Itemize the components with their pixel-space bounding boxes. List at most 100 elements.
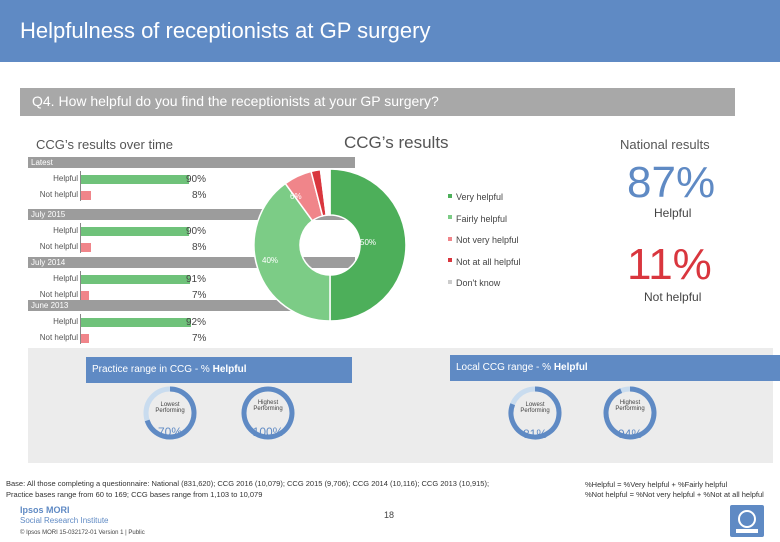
donut-slice-don-t-know xyxy=(319,168,331,217)
bar-axis xyxy=(80,223,81,253)
practice-range-bold: Helpful xyxy=(212,364,247,375)
period-band: July 2015 xyxy=(28,209,355,220)
not-helpful-bar xyxy=(81,291,90,300)
not-helpful-value-label: 7% xyxy=(192,333,207,344)
national-not-helpful-label: Not helpful xyxy=(644,290,702,304)
legend-label: Don't know xyxy=(456,278,501,288)
page-title: Helpfulness of receptionists at GP surge… xyxy=(20,18,431,43)
practice-highest-gauge xyxy=(241,386,295,440)
period-band: June 2013 xyxy=(28,300,355,311)
local-highest-caption: Highest Performing xyxy=(615,400,645,412)
page-number: 18 xyxy=(384,510,395,520)
legend-swatch xyxy=(448,279,452,284)
helpful-row-label: Helpful xyxy=(53,274,78,283)
question-bar: Q4. How helpful do you find the receptio… xyxy=(20,88,735,116)
practice-range-text: Practice range in CCG - % xyxy=(92,364,213,375)
national-heading: National results xyxy=(620,137,710,152)
local-lowest-caption: Lowest Performing xyxy=(520,402,550,414)
practice-highest-caption: Highest Performing xyxy=(253,400,283,412)
helpful-value-label: 91% xyxy=(186,274,207,285)
bar-axis xyxy=(80,314,81,344)
not-helpful-row-label: Not helpful xyxy=(39,333,78,342)
legend-item: Not at all helpful xyxy=(448,252,521,270)
legend-swatch xyxy=(448,215,452,220)
helpful-value-label: 92% xyxy=(186,317,207,328)
not-helpful-value-label: 8% xyxy=(192,190,207,201)
donut-slice-label: 40% xyxy=(262,256,279,265)
definition-line2: %Not helpful = %Not very helpful + %Not … xyxy=(585,490,764,499)
not-helpful-value-label: 7% xyxy=(192,290,207,301)
helpful-value-label: 90% xyxy=(186,226,207,237)
helpful-bar xyxy=(81,227,189,236)
local-range-bold: Helpful xyxy=(553,362,588,373)
national-not-helpful-value: 11% xyxy=(627,240,712,289)
legend-item: Don't know xyxy=(448,273,500,291)
period-band: July 2014 xyxy=(28,257,355,268)
legend-swatch xyxy=(448,258,452,263)
helpful-bar xyxy=(81,175,189,184)
legend-label: Not very helpful xyxy=(456,235,519,245)
helpful-row-label: Helpful xyxy=(53,174,78,183)
practice-range-label: Practice range in CCG - % Helpful xyxy=(86,357,352,383)
helpful-row-label: Helpful xyxy=(53,317,78,326)
period-label: July 2014 xyxy=(31,258,66,267)
title-bar: Helpfulness of receptionists at GP surge… xyxy=(0,0,780,62)
period-band: Latest xyxy=(28,157,355,168)
gauge-fill xyxy=(508,386,562,440)
legend-item: Not very helpful xyxy=(448,230,519,248)
period-label: Latest xyxy=(31,158,53,167)
period-label: July 2015 xyxy=(31,210,66,219)
donut-slice-label: 6% xyxy=(290,192,302,201)
helpful-value-label: 90% xyxy=(186,174,207,185)
logo-subtitle: Social Research Institute xyxy=(20,516,109,525)
gauge-fill xyxy=(241,386,295,440)
ccg-donut-chart xyxy=(253,168,407,322)
copyright: © Ipsos MORI 15-032172-01 Version 1 | Pu… xyxy=(20,530,145,536)
ipsos-logo-icon xyxy=(736,510,758,533)
practice-highest-value: 100% xyxy=(252,425,284,439)
local-lowest-value: 81% xyxy=(522,427,548,441)
helpful-bar xyxy=(81,275,191,284)
logo-name: Ipsos MORI xyxy=(20,505,70,515)
ccg-results-heading: CCG’s results xyxy=(344,133,449,152)
legend-label: Not at all helpful xyxy=(456,256,521,267)
period-label: June 2013 xyxy=(31,301,69,310)
local-highest-gauge xyxy=(603,386,657,440)
national-helpful-value: 87% xyxy=(627,158,716,207)
donut-slice-fairly-helpful xyxy=(253,182,331,322)
not-helpful-row-label: Not helpful xyxy=(39,190,78,199)
not-helpful-bar xyxy=(81,243,91,252)
legend-label: Fairly helpful xyxy=(456,213,508,224)
legend-item: Very helpful xyxy=(448,187,503,205)
local-lowest-gauge xyxy=(508,386,562,440)
national-helpful-label: Helpful xyxy=(654,206,692,220)
bar-axis xyxy=(80,271,81,301)
definition-line1: %Helpful = %Very helpful + %Fairly helpf… xyxy=(585,480,728,489)
not-helpful-value-label: 8% xyxy=(192,242,207,253)
helpful-row-label: Helpful xyxy=(53,226,78,235)
ipsos-logo xyxy=(730,505,764,537)
not-helpful-row-label: Not helpful xyxy=(39,290,78,299)
local-range-label: Local CCG range - % Helpful xyxy=(450,355,780,381)
legend-swatch xyxy=(448,236,452,241)
not-helpful-bar xyxy=(81,334,90,343)
not-helpful-bar xyxy=(81,191,91,200)
legend-label: Very helpful xyxy=(456,192,504,202)
practice-lowest-gauge xyxy=(143,386,197,440)
base-note-line2: Practice bases range from 60 to 169; CCG… xyxy=(6,490,263,499)
not-helpful-row-label: Not helpful xyxy=(39,242,78,251)
legend-swatch xyxy=(448,193,452,198)
question-text: Q4. How helpful do you find the receptio… xyxy=(32,93,439,109)
donut-slice-label: 50% xyxy=(360,238,377,247)
bar-axis xyxy=(80,171,81,201)
gauge-fill xyxy=(144,386,197,440)
helpful-bar xyxy=(81,318,192,327)
legend-item: Fairly helpful xyxy=(448,209,507,227)
local-highest-value: 94% xyxy=(617,427,643,441)
donut-slice-very-helpful xyxy=(329,168,407,322)
gauge-fill xyxy=(603,386,657,440)
base-note-line1: Base: All those completing a questionnai… xyxy=(6,479,490,488)
practice-lowest-value: 70% xyxy=(157,425,183,439)
over-time-heading: CCG’s results over time xyxy=(36,137,174,152)
practice-lowest-caption: Lowest Performing xyxy=(155,402,185,414)
